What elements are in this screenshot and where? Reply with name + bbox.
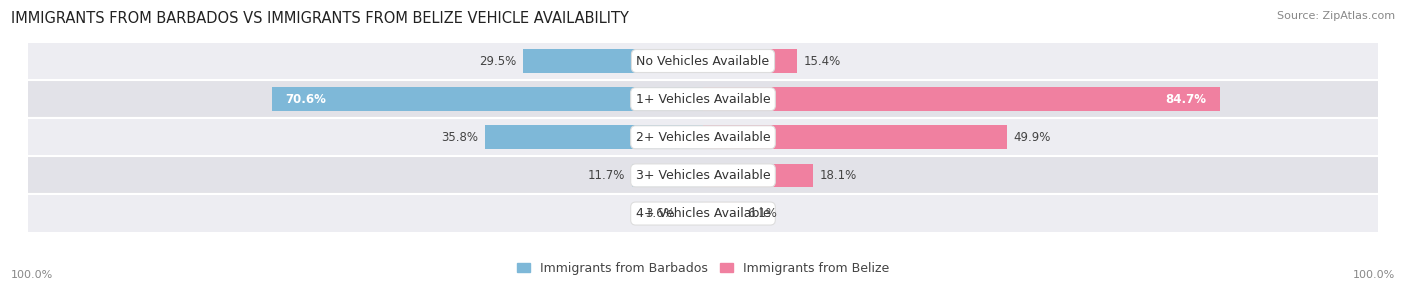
Text: 2+ Vehicles Available: 2+ Vehicles Available (636, 131, 770, 144)
FancyBboxPatch shape (0, 194, 1406, 233)
Text: 18.1%: 18.1% (820, 169, 858, 182)
Bar (485, 126, 703, 149)
Text: 3+ Vehicles Available: 3+ Vehicles Available (636, 169, 770, 182)
Bar (703, 126, 1007, 149)
Bar (703, 49, 797, 73)
Bar (681, 202, 703, 225)
Text: 15.4%: 15.4% (803, 55, 841, 67)
Bar (703, 164, 814, 187)
Text: 6.1%: 6.1% (747, 207, 776, 220)
Text: 100.0%: 100.0% (1353, 270, 1395, 280)
Bar (273, 87, 703, 111)
Text: 1+ Vehicles Available: 1+ Vehicles Available (636, 93, 770, 106)
Text: IMMIGRANTS FROM BARBADOS VS IMMIGRANTS FROM BELIZE VEHICLE AVAILABILITY: IMMIGRANTS FROM BARBADOS VS IMMIGRANTS F… (11, 11, 628, 26)
FancyBboxPatch shape (0, 80, 1406, 118)
Text: 4+ Vehicles Available: 4+ Vehicles Available (636, 207, 770, 220)
Text: 49.9%: 49.9% (1014, 131, 1052, 144)
Text: 100.0%: 100.0% (11, 270, 53, 280)
Bar (631, 164, 703, 187)
Text: Source: ZipAtlas.com: Source: ZipAtlas.com (1277, 11, 1395, 21)
Text: 70.6%: 70.6% (285, 93, 326, 106)
Text: 35.8%: 35.8% (441, 131, 478, 144)
FancyBboxPatch shape (0, 156, 1406, 194)
Text: 11.7%: 11.7% (588, 169, 626, 182)
FancyBboxPatch shape (0, 42, 1406, 80)
Bar (523, 49, 703, 73)
Text: 29.5%: 29.5% (479, 55, 516, 67)
Text: No Vehicles Available: No Vehicles Available (637, 55, 769, 67)
FancyBboxPatch shape (0, 118, 1406, 156)
Bar (703, 202, 740, 225)
Text: 3.6%: 3.6% (645, 207, 675, 220)
Legend: Immigrants from Barbados, Immigrants from Belize: Immigrants from Barbados, Immigrants fro… (512, 257, 894, 280)
Bar (703, 87, 1219, 111)
Text: 84.7%: 84.7% (1166, 93, 1206, 106)
